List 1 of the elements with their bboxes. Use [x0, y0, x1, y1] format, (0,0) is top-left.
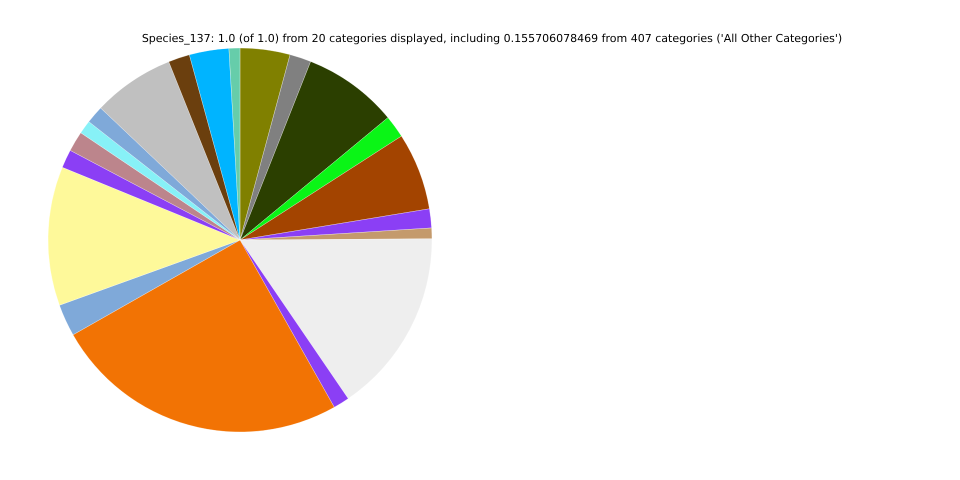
- text: Species_137: 1.0 (of 1.0) from 20 categories displayed, including 0.155706078469 from 407 categories ('All Other Categories'): [142, 32, 842, 45]
